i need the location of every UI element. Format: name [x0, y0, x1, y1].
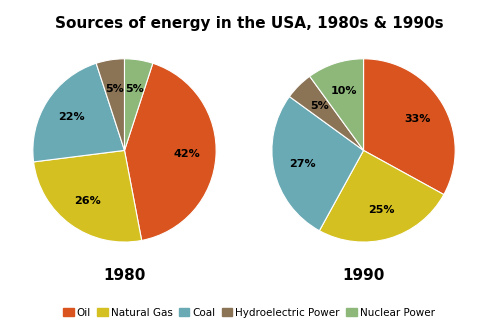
Wedge shape [33, 150, 141, 242]
Wedge shape [124, 63, 216, 240]
Wedge shape [289, 76, 364, 150]
Text: 27%: 27% [289, 159, 316, 169]
Text: 5%: 5% [106, 84, 124, 94]
Text: 42%: 42% [173, 149, 200, 159]
Text: 10%: 10% [331, 86, 358, 96]
Text: Sources of energy in the USA, 1980s & 1990s: Sources of energy in the USA, 1980s & 19… [55, 16, 443, 31]
Text: 33%: 33% [404, 114, 430, 124]
Text: 1980: 1980 [103, 268, 146, 283]
Text: 1990: 1990 [342, 268, 385, 283]
Text: 26%: 26% [75, 196, 101, 206]
Wedge shape [96, 59, 124, 150]
Text: 5%: 5% [310, 101, 329, 112]
Text: 22%: 22% [59, 112, 85, 122]
Text: 5%: 5% [125, 84, 143, 94]
Wedge shape [319, 150, 444, 242]
Wedge shape [33, 63, 124, 162]
Wedge shape [364, 59, 455, 195]
Legend: Oil, Natural Gas, Coal, Hydroelectric Power, Nuclear Power: Oil, Natural Gas, Coal, Hydroelectric Po… [59, 303, 439, 322]
Wedge shape [272, 96, 364, 231]
Wedge shape [310, 59, 364, 150]
Text: 25%: 25% [368, 205, 394, 215]
Wedge shape [124, 59, 153, 150]
